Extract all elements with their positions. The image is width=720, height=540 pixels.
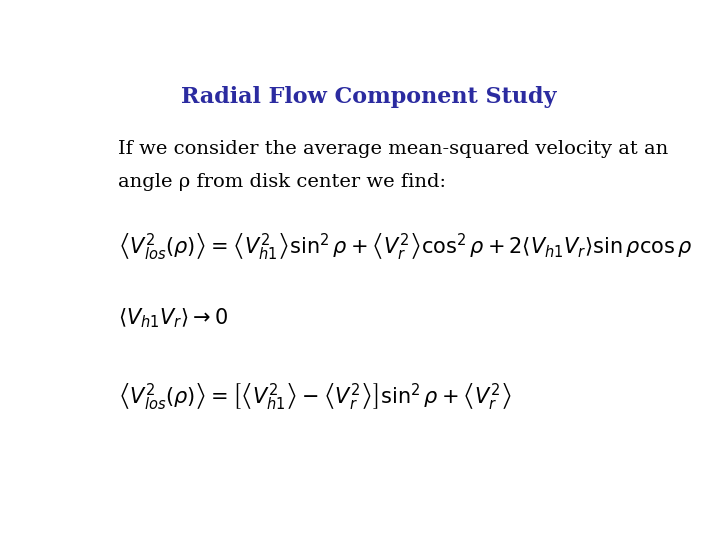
Text: $\left\langle V_{h1}V_{r}\right\rangle \rightarrow 0$: $\left\langle V_{h1}V_{r}\right\rangle \…: [118, 306, 228, 329]
Text: Radial Flow Component Study: Radial Flow Component Study: [181, 85, 557, 107]
Text: $\left\langle V_{los}^{2}(\rho)\right\rangle = \left\langle V_{h1}^{2}\right\ran: $\left\langle V_{los}^{2}(\rho)\right\ra…: [118, 231, 693, 262]
Text: $\left\langle V_{los}^{2}(\rho)\right\rangle = \left[\left\langle V_{h1}^{2}\rig: $\left\langle V_{los}^{2}(\rho)\right\ra…: [118, 381, 512, 411]
Text: If we consider the average mean-squared velocity at an: If we consider the average mean-squared …: [118, 140, 668, 158]
Text: angle ρ from disk center we find:: angle ρ from disk center we find:: [118, 173, 446, 191]
